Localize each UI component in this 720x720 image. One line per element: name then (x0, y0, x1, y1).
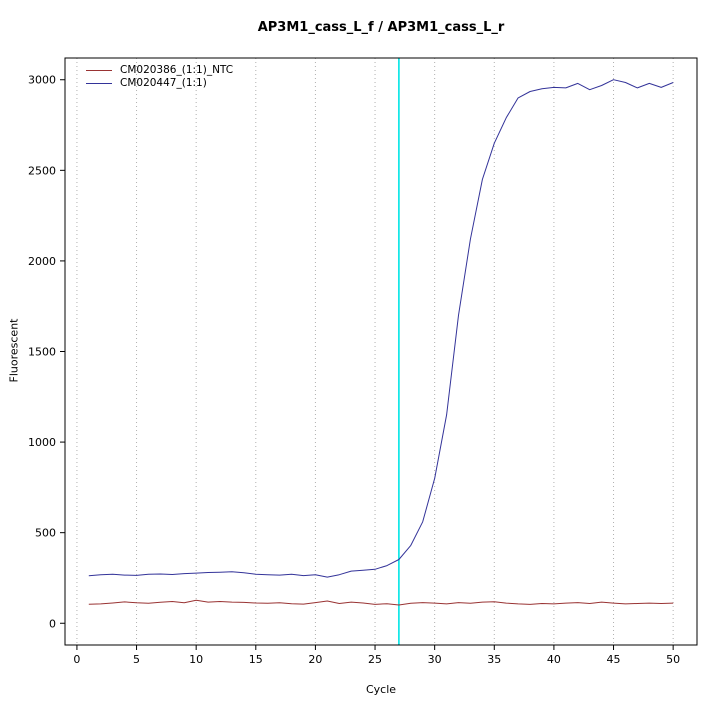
x-tick-label: 40 (547, 653, 561, 666)
x-tick-label: 10 (189, 653, 203, 666)
x-tick-label: 45 (607, 653, 621, 666)
series-line-0 (88, 599, 674, 606)
x-tick-label: 30 (428, 653, 442, 666)
legend-label-sample: CM020447_(1:1) (120, 77, 207, 89)
x-tick-label: 20 (308, 653, 322, 666)
legend: CM020386_(1:1)_NTC CM020447_(1:1) (86, 64, 233, 90)
y-tick-label: 0 (49, 617, 56, 630)
legend-label-ntc: CM020386_(1:1)_NTC (120, 64, 234, 76)
y-tick-label: 3000 (28, 74, 56, 87)
legend-item: CM020386_(1:1)_NTC (86, 64, 233, 77)
x-tick-label: 0 (73, 653, 80, 666)
chart-title: AP3M1_cass_L_f / AP3M1_cass_L_r (257, 20, 505, 35)
x-tick-label: 25 (368, 653, 382, 666)
y-tick-label: 2500 (28, 164, 56, 177)
x-tick-label: 50 (666, 653, 680, 666)
y-tick-label: 1500 (28, 346, 56, 359)
x-tick-label: 35 (487, 653, 501, 666)
x-tick-label: 15 (249, 653, 263, 666)
plot-box (64, 57, 698, 646)
y-tick-label: 500 (35, 527, 56, 540)
x-tick-label: 5 (133, 653, 140, 666)
y-tick-label: 2000 (28, 255, 56, 268)
x-axis-label: Cycle (365, 683, 397, 696)
series-line-1 (88, 79, 674, 578)
legend-line-swatch-ntc (86, 70, 112, 71)
legend-line-swatch-sample (86, 83, 112, 84)
legend-item: CM020447_(1:1) (86, 77, 233, 90)
y-tick-label: 1000 (28, 436, 56, 449)
